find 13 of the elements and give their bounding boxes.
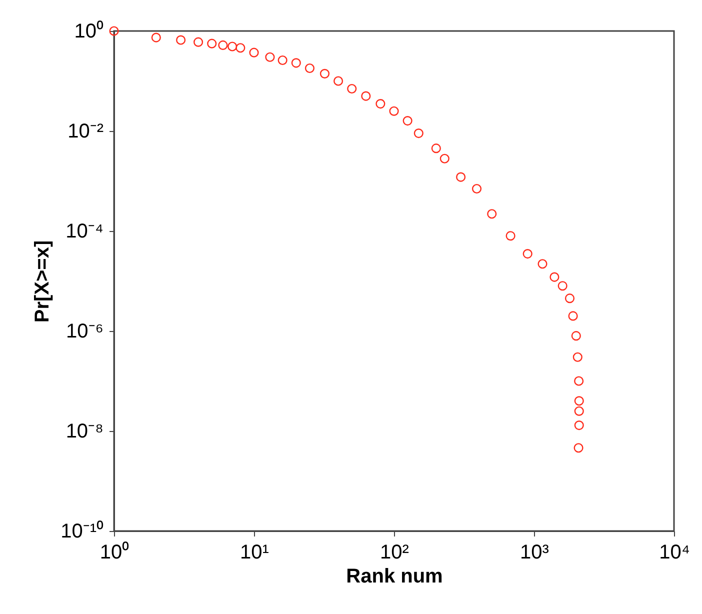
y-tick-label: 10⁰: [74, 20, 104, 42]
y-tick-label: 10⁻¹⁰: [60, 520, 104, 542]
x-tick-label: 10⁰: [100, 540, 130, 564]
x-tick-label: 10²: [380, 542, 410, 564]
x-axis-title: Rank num: [346, 566, 443, 588]
x-tick-label: 10³: [520, 542, 550, 564]
y-tick-label: 10⁻⁶: [66, 320, 104, 342]
y-axis-title: Pr[X>=x]: [32, 240, 54, 323]
x-tick-label: 10¹: [240, 542, 270, 564]
y-tick-label: 10⁻⁸: [66, 420, 104, 442]
y-tick-label: 10⁻⁴: [66, 220, 104, 242]
y-tick-label: 10⁻²: [68, 120, 104, 142]
x-tick-label: 10⁴: [659, 542, 690, 564]
